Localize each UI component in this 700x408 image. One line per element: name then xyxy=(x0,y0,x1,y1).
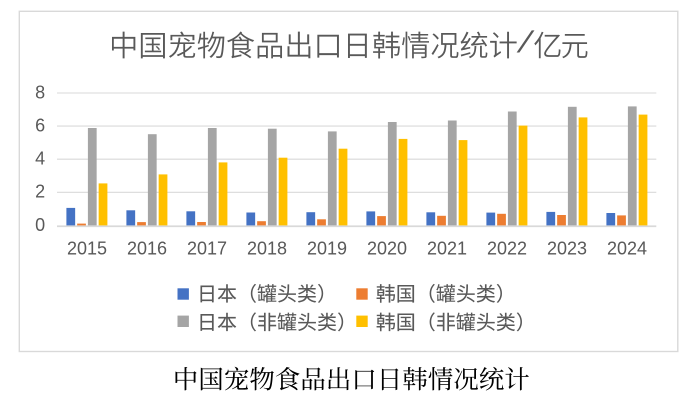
svg-text:2023: 2023 xyxy=(547,239,587,259)
svg-text:0: 0 xyxy=(35,215,45,235)
svg-text:2021: 2021 xyxy=(427,239,467,259)
svg-text:2015: 2015 xyxy=(67,239,107,259)
svg-text:8: 8 xyxy=(35,82,45,102)
svg-text:4: 4 xyxy=(35,149,45,169)
svg-text:2017: 2017 xyxy=(187,239,227,259)
svg-text:2020: 2020 xyxy=(367,239,407,259)
svg-text:2018: 2018 xyxy=(247,239,287,259)
svg-text:2019: 2019 xyxy=(307,239,347,259)
svg-text:6: 6 xyxy=(35,116,45,136)
svg-text:2022: 2022 xyxy=(487,239,527,259)
svg-text:2: 2 xyxy=(35,182,45,202)
svg-text:2016: 2016 xyxy=(127,239,167,259)
svg-text:2024: 2024 xyxy=(607,239,647,259)
